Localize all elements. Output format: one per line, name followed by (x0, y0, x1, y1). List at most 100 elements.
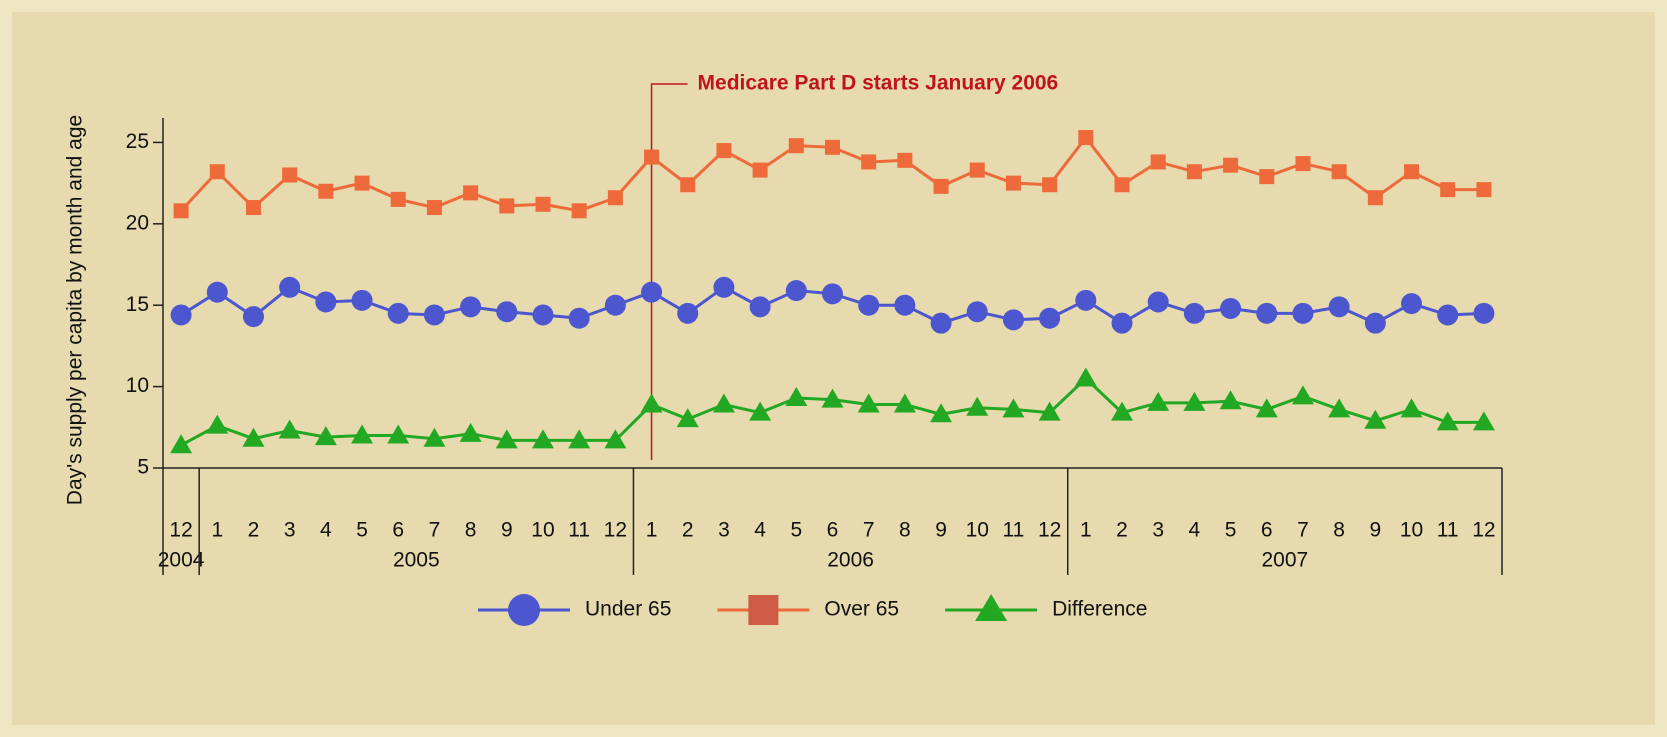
data-point (1331, 164, 1347, 180)
data-point (423, 304, 445, 326)
data-point (170, 434, 193, 454)
data-point (1437, 304, 1459, 326)
data-point (1220, 297, 1242, 319)
data-point (495, 429, 518, 449)
data-point (822, 283, 843, 305)
data-point (1291, 385, 1314, 405)
annotation-line (650, 83, 688, 460)
data-point (1111, 312, 1133, 334)
x-tick-label: 1 (211, 519, 223, 542)
year-label: 2007 (1262, 549, 1309, 572)
x-tick-label: 10 (531, 519, 554, 542)
legend-label: Difference (1052, 598, 1147, 621)
annotation-text: Medicare Part D starts January 2006 (698, 72, 1059, 95)
year-label: 2004 (158, 549, 205, 572)
x-tick-label: 5 (1225, 519, 1237, 542)
x-tick-label: 11 (1437, 519, 1459, 542)
data-point (857, 393, 880, 413)
data-point (1147, 391, 1170, 411)
data-point (752, 162, 768, 178)
data-point (387, 302, 409, 324)
data-point (713, 276, 735, 298)
x-tick-label: 2 (1116, 519, 1128, 542)
data-point (387, 424, 410, 444)
data-point (930, 312, 952, 334)
data-point (785, 387, 808, 406)
x-tick-label: 2 (248, 519, 260, 542)
x-tick-label: 3 (718, 519, 730, 542)
data-point (1436, 411, 1459, 431)
data-point (426, 200, 442, 216)
data-point (825, 139, 840, 155)
data-point (1219, 390, 1242, 410)
data-point (749, 296, 771, 318)
data-point (821, 388, 844, 408)
data-point (785, 280, 807, 302)
data-point (463, 185, 479, 201)
x-tick-label: 11 (568, 519, 590, 542)
data-point (1039, 307, 1061, 329)
data-point (1078, 130, 1094, 146)
data-point (1038, 401, 1061, 421)
x-tick-label: 11 (1003, 519, 1025, 542)
data-point (209, 164, 225, 180)
data-point (170, 304, 192, 326)
data-point (1223, 157, 1239, 173)
data-point (314, 426, 337, 446)
legend-marker (975, 594, 1008, 621)
data-point (1328, 296, 1350, 318)
x-tick-label: 4 (1189, 519, 1201, 542)
data-point (1002, 309, 1024, 331)
data-point (1114, 177, 1130, 193)
data-point (423, 427, 446, 447)
data-point (206, 281, 228, 303)
legend-label: Under 65 (585, 598, 671, 621)
data-point (531, 429, 554, 449)
data-point (1075, 289, 1097, 311)
x-tick-label: 7 (429, 519, 441, 542)
data-point (1042, 177, 1058, 193)
data-point (206, 414, 229, 434)
data-point (1005, 175, 1021, 191)
data-point (933, 178, 949, 194)
data-point (242, 427, 265, 447)
x-tick-label: 8 (899, 519, 911, 542)
x-tick-label: 6 (392, 519, 404, 542)
data-point (568, 429, 591, 449)
data-point (1111, 401, 1134, 421)
data-point (1364, 409, 1387, 429)
x-tick-label: 12 (169, 519, 192, 542)
data-point (712, 393, 735, 413)
data-point (1367, 190, 1383, 206)
data-point (1183, 391, 1206, 411)
x-tick-label: 10 (966, 519, 989, 542)
data-point (1183, 302, 1205, 324)
data-point (1256, 302, 1278, 324)
data-point (390, 191, 406, 207)
x-tick-label: 8 (465, 519, 477, 542)
y-tick-label: 10 (126, 374, 149, 397)
x-tick-label: 3 (1152, 519, 1164, 542)
x-tick-label: 12 (604, 519, 627, 542)
data-point (354, 175, 370, 191)
data-point (459, 422, 482, 442)
data-point (861, 154, 877, 170)
data-point (496, 301, 518, 323)
data-point (1364, 312, 1386, 334)
data-point (499, 198, 515, 214)
data-point (318, 183, 334, 199)
data-point (532, 304, 554, 326)
data-point (676, 408, 699, 428)
data-point (677, 302, 699, 324)
x-tick-label: 8 (1333, 519, 1345, 542)
data-point (571, 203, 587, 219)
data-point (966, 301, 988, 323)
legend-marker (748, 595, 779, 625)
data-point (607, 190, 623, 206)
x-tick-label: 1 (646, 519, 658, 542)
data-point (1404, 164, 1420, 180)
data-point (1186, 164, 1202, 180)
data-point (897, 152, 913, 168)
data-point (604, 429, 627, 449)
